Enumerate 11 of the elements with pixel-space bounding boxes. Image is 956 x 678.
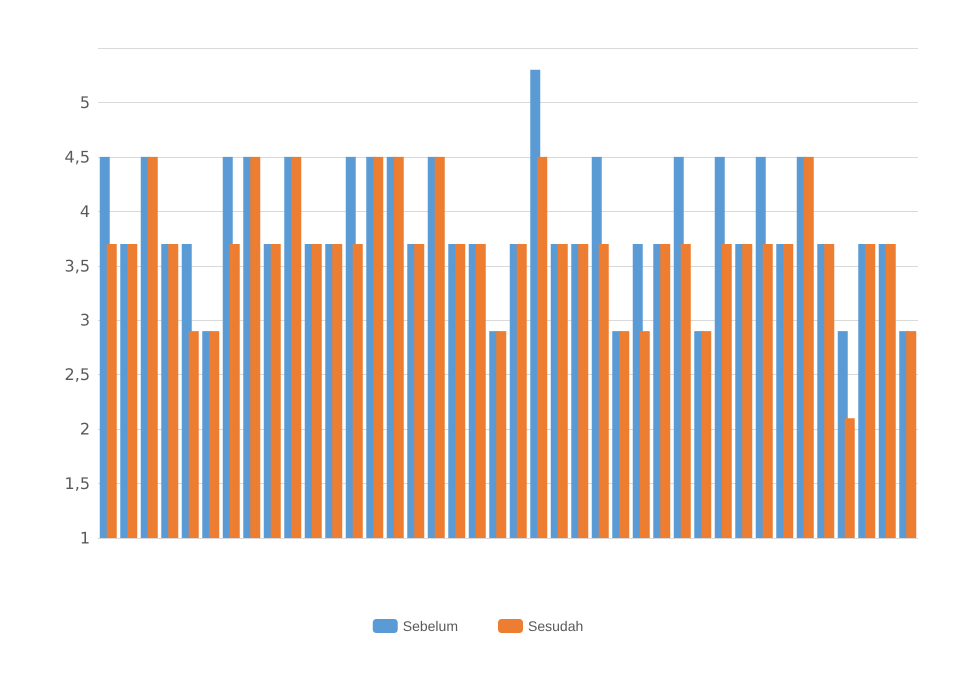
y-tick-label: 4,5	[64, 147, 90, 166]
y-tick-label: 1	[80, 528, 90, 548]
legend-label: Sebelum	[402, 618, 458, 634]
y-tick-label: 3,5	[64, 256, 90, 276]
legend-label: Sesudah	[528, 618, 584, 634]
y-tick-label: 2	[80, 420, 90, 439]
y-tick-label: 5	[80, 92, 90, 112]
y-tick-label: 1,5	[64, 474, 90, 494]
y-tick-label: 4	[80, 202, 90, 221]
y-tick-label: 3	[80, 310, 90, 330]
y-tick-label: 2,5	[64, 365, 90, 384]
